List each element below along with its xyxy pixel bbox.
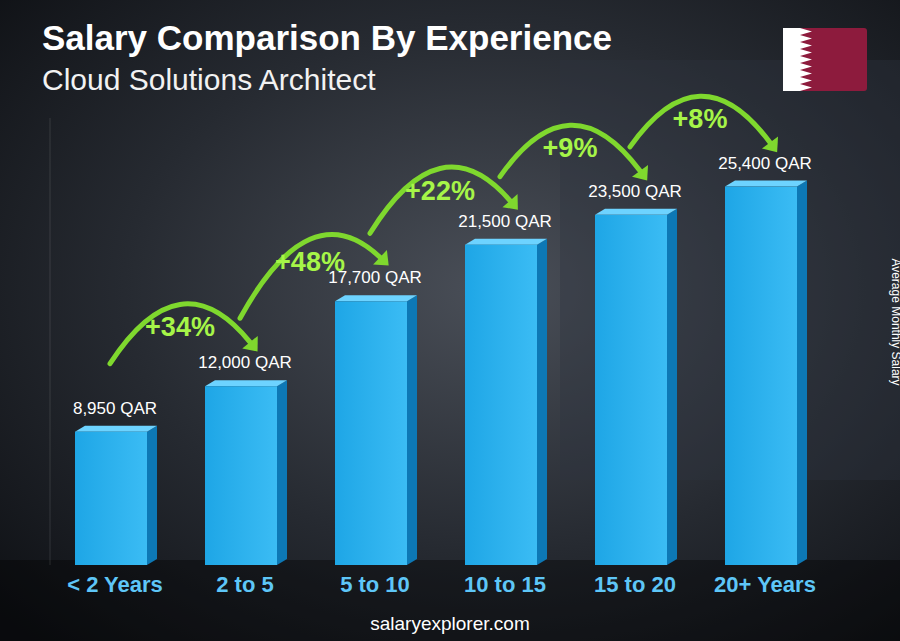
bar xyxy=(595,215,667,565)
growth-arrow xyxy=(240,234,380,318)
growth-arrowhead xyxy=(762,137,778,153)
x-tick-label: < 2 Years xyxy=(67,572,163,597)
bar xyxy=(465,245,537,565)
x-tick-label: 5 to 10 xyxy=(340,572,410,597)
bar-top xyxy=(205,380,287,386)
growth-label: +8% xyxy=(673,104,728,134)
page: {"chart_data": {"type": "bar", "title": … xyxy=(0,0,900,641)
flag-white xyxy=(783,28,812,91)
y-axis-label: Average Monthly Salary xyxy=(889,258,900,385)
data-label: 8,950 QAR xyxy=(73,399,157,418)
growth-arrowhead xyxy=(242,336,258,352)
growth-label: +22% xyxy=(405,176,475,206)
chart: Salary Comparison By Experience Cloud Sol… xyxy=(0,0,900,641)
chart-container: Salary Comparison By Experience Cloud Sol… xyxy=(0,0,900,641)
growth-arrow xyxy=(500,125,640,176)
growth-arrow xyxy=(110,304,250,364)
data-label: 12,000 QAR xyxy=(198,353,292,372)
bars xyxy=(75,181,807,565)
growth-label: +9% xyxy=(543,133,598,163)
bar-top xyxy=(595,209,677,215)
bar xyxy=(75,432,147,565)
bar-side xyxy=(407,295,417,565)
growth-label: +34% xyxy=(145,312,215,342)
x-tick-label: 20+ Years xyxy=(714,572,816,597)
bar-top xyxy=(335,295,417,301)
data-label: 25,400 QAR xyxy=(718,154,812,173)
background-shade xyxy=(0,560,900,641)
flag xyxy=(783,28,867,91)
title: Salary Comparison By Experience xyxy=(42,18,612,57)
bar xyxy=(335,301,407,565)
source: salaryexplorer.com xyxy=(370,613,529,634)
growth-arrows: +34% +48% +22% +9% +8% xyxy=(110,96,778,363)
bar xyxy=(725,187,797,565)
bar-top xyxy=(465,239,547,245)
bar-top xyxy=(75,426,157,432)
growth-arrowhead xyxy=(632,165,648,181)
y-axis-line xyxy=(50,118,51,565)
bar-side xyxy=(797,181,807,565)
growth-arrowhead xyxy=(502,194,517,210)
x-tick-label: 15 to 20 xyxy=(594,572,676,597)
growth-arrow xyxy=(630,96,770,147)
bar-side xyxy=(537,239,547,565)
growth-arrowhead xyxy=(373,250,389,266)
subtitle: Cloud Solutions Architect xyxy=(42,63,376,96)
bar-top xyxy=(725,181,807,187)
bar-side xyxy=(147,426,157,565)
data-label: 23,500 QAR xyxy=(588,182,682,201)
background xyxy=(0,0,900,641)
data-label: 21,500 QAR xyxy=(458,212,552,231)
flag-field xyxy=(783,28,867,91)
growth-arrow xyxy=(370,167,510,233)
growth-label: +48% xyxy=(275,247,345,277)
bar xyxy=(205,386,277,565)
bar-side xyxy=(667,209,677,565)
bar-side xyxy=(277,380,287,565)
x-tick-label: 2 to 5 xyxy=(216,572,273,597)
x-tick-label: 10 to 15 xyxy=(464,572,546,597)
